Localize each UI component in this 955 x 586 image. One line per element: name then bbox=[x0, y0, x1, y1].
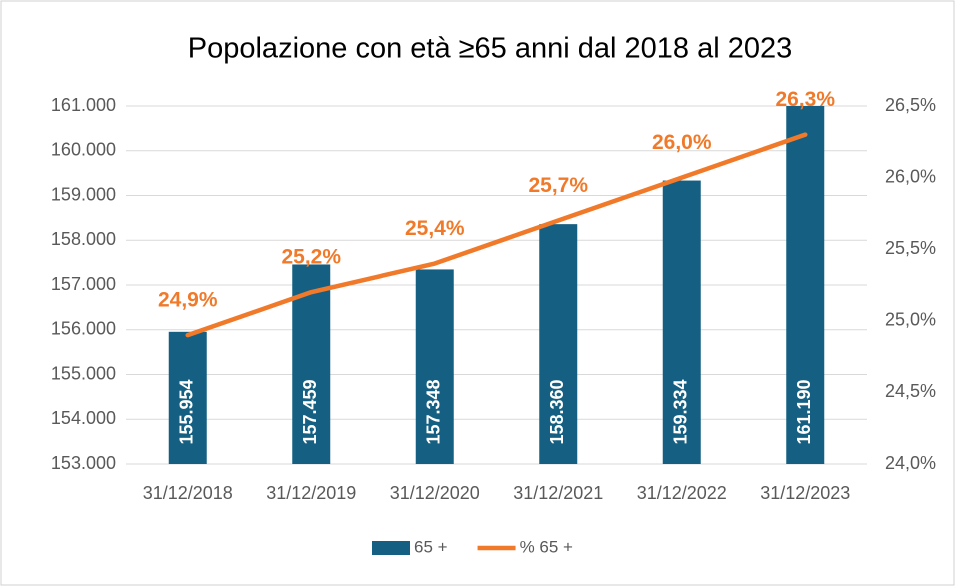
bar bbox=[539, 224, 578, 464]
plot-area bbox=[168, 106, 825, 464]
y2-tick-label: 26,0% bbox=[885, 166, 936, 186]
data-label: 26,0% bbox=[652, 131, 712, 154]
bar bbox=[168, 331, 207, 464]
line bbox=[185, 132, 808, 338]
y-tick-label: 158.000 bbox=[51, 229, 116, 249]
chart-title: Popolazione con età ≥65 anni dal 2018 al… bbox=[188, 33, 792, 65]
legend-label: % 65 + bbox=[520, 537, 573, 556]
y2-tick-label: 25,0% bbox=[885, 310, 936, 330]
legend-swatch bbox=[372, 541, 410, 555]
y2-tick-label: 25,5% bbox=[885, 238, 936, 258]
bar bbox=[786, 106, 825, 464]
y2-tick-label: 24,0% bbox=[885, 453, 936, 473]
bar bbox=[662, 180, 701, 464]
x-tick-label: 31/12/2019 bbox=[266, 483, 356, 503]
data-label: 161.190 bbox=[794, 379, 814, 444]
data-label: 159.334 bbox=[671, 379, 691, 444]
data-label: 26,3% bbox=[775, 88, 835, 111]
data-label: 25,2% bbox=[281, 246, 341, 269]
data-label: 155.954 bbox=[177, 379, 197, 444]
data-label: 25,7% bbox=[528, 174, 588, 197]
data-label: 24,9% bbox=[158, 289, 218, 312]
x-tick-label: 31/12/2021 bbox=[513, 483, 603, 503]
y-tick-label: 161.000 bbox=[51, 95, 116, 115]
y-tick-label: 159.000 bbox=[51, 184, 116, 204]
y-tick-label: 160.000 bbox=[51, 140, 116, 160]
y2-tick-label: 26,5% bbox=[885, 95, 936, 115]
y-tick-label: 157.000 bbox=[51, 274, 116, 294]
y2-tick-label: 24,5% bbox=[885, 381, 936, 401]
data-label: 25,4% bbox=[405, 217, 465, 240]
x-tick-label: 31/12/2020 bbox=[390, 483, 480, 503]
y-tick-label: 156.000 bbox=[51, 319, 116, 339]
legend-label: 65 + bbox=[414, 537, 448, 556]
x-tick-label: 31/12/2022 bbox=[637, 483, 727, 503]
x-tick-label: 31/12/2018 bbox=[143, 483, 233, 503]
y-tick-label: 154.000 bbox=[51, 408, 116, 428]
y-tick-label: 153.000 bbox=[51, 453, 116, 473]
data-label: 157.348 bbox=[424, 379, 444, 444]
x-tick-label: 31/12/2023 bbox=[760, 483, 850, 503]
bar bbox=[415, 269, 454, 464]
data-label: 157.459 bbox=[300, 379, 320, 444]
y-tick-label: 155.000 bbox=[51, 363, 116, 383]
data-label: 158.360 bbox=[547, 379, 567, 444]
